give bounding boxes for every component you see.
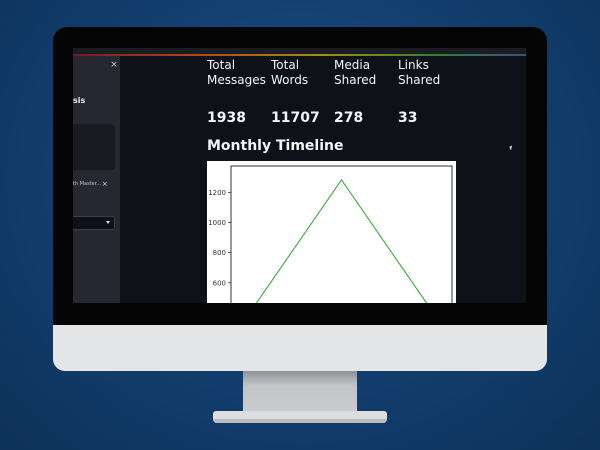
stat-label: Media Shared [334, 58, 377, 87]
mouse-cursor-icon [509, 145, 514, 151]
close-icon: × [110, 60, 118, 70]
stat-label: Total Messages [207, 58, 266, 87]
monitor-chin [53, 325, 547, 371]
monitor-stand-base-shadow [213, 419, 387, 423]
main-content: Total Messages 1938 Total Words 11707 Me… [120, 56, 526, 303]
chart-plot-frame [230, 165, 453, 303]
stat-total-messages: Total Messages 1938 [207, 58, 277, 126]
uploaded-file-item: th Master... × [73, 180, 120, 190]
stat-value: 1938 [207, 110, 246, 126]
chevron-down-icon [106, 221, 110, 224]
stat-value: 278 [334, 110, 364, 126]
timeline-series-line [255, 178, 428, 303]
y-axis-tick-label: 800 [213, 249, 226, 257]
chart-svg: 40060080010001200 [208, 165, 453, 303]
monitor-stand-neck [243, 371, 357, 413]
close-icon: × [102, 180, 108, 188]
user-select-dropdown[interactable] [73, 216, 115, 230]
monthly-timeline-heading: Monthly Timeline [207, 138, 344, 154]
remove-file-button[interactable]: × [102, 180, 110, 188]
y-axis-tick-label: 1200 [208, 189, 226, 197]
stat-links-shared: Links Shared 33 [398, 58, 468, 126]
y-axis-tick-label: 600 [213, 279, 226, 287]
stat-label: Total Words [271, 58, 309, 87]
stat-value: 11707 [271, 110, 320, 126]
stat-total-words: Total Words 11707 [271, 58, 341, 126]
uploaded-file-name: th Master... [73, 181, 102, 187]
stat-media-shared: Media Shared 278 [334, 58, 404, 126]
stat-value: 33 [398, 110, 418, 126]
stat-label: Links Shared [398, 58, 441, 87]
sidebar-title: sis [73, 96, 86, 105]
monthly-timeline-chart: 40060080010001200 [207, 161, 456, 303]
sidebar: × sis th Master... × [73, 56, 120, 303]
app-header-strip [73, 48, 526, 56]
sidebar-close-button[interactable]: × [109, 60, 119, 70]
app-header-decoration [73, 54, 526, 56]
monitor-screen: × sis th Master... × Total Messages 1938… [73, 48, 526, 303]
file-uploader-dropzone[interactable] [73, 124, 115, 170]
y-axis-tick-label: 1000 [208, 219, 226, 227]
